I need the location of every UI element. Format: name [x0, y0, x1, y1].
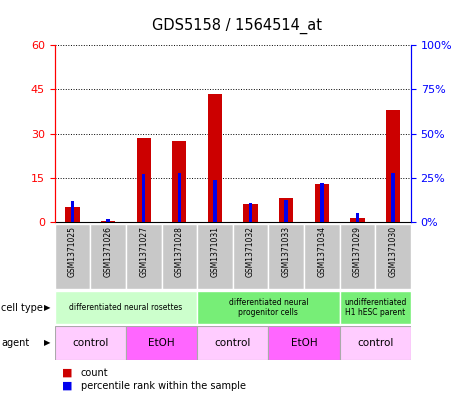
- Text: GSM1371027: GSM1371027: [139, 226, 148, 277]
- Bar: [268, 224, 304, 289]
- Bar: [126, 224, 162, 289]
- Text: ▶: ▶: [44, 303, 51, 312]
- Text: undifferentiated
H1 hESC parent: undifferentiated H1 hESC parent: [344, 298, 407, 317]
- Text: cell type: cell type: [1, 303, 43, 312]
- Text: EtOH: EtOH: [291, 338, 317, 348]
- Bar: [55, 224, 90, 289]
- Text: ■: ■: [62, 367, 72, 378]
- Text: GSM1371034: GSM1371034: [317, 226, 326, 277]
- Bar: [142, 174, 145, 222]
- Text: agent: agent: [1, 338, 29, 348]
- Text: differentiated neural rosettes: differentiated neural rosettes: [69, 303, 182, 312]
- Bar: [137, 138, 151, 222]
- Bar: [172, 141, 186, 222]
- Bar: [375, 224, 411, 289]
- Text: GSM1371031: GSM1371031: [210, 226, 219, 277]
- Text: GDS5158 / 1564514_at: GDS5158 / 1564514_at: [152, 18, 323, 34]
- Bar: [391, 173, 395, 222]
- Bar: [162, 224, 197, 289]
- Text: percentile rank within the sample: percentile rank within the sample: [81, 381, 246, 391]
- Text: ▶: ▶: [44, 338, 51, 347]
- Bar: [55, 326, 126, 360]
- Bar: [213, 180, 217, 222]
- Text: GSM1371029: GSM1371029: [353, 226, 362, 277]
- Text: GSM1371030: GSM1371030: [389, 226, 398, 277]
- Bar: [233, 224, 268, 289]
- Bar: [197, 291, 340, 324]
- Text: control: control: [215, 338, 251, 348]
- Bar: [126, 326, 197, 360]
- Bar: [340, 224, 375, 289]
- Text: GSM1371028: GSM1371028: [175, 226, 184, 277]
- Bar: [386, 110, 400, 222]
- Bar: [249, 203, 252, 222]
- Text: GSM1371026: GSM1371026: [104, 226, 113, 277]
- Bar: [268, 326, 340, 360]
- Bar: [208, 94, 222, 222]
- Bar: [304, 224, 340, 289]
- Text: GSM1371032: GSM1371032: [246, 226, 255, 277]
- Bar: [314, 184, 329, 222]
- Text: control: control: [357, 338, 393, 348]
- Bar: [101, 220, 115, 222]
- Bar: [320, 183, 323, 222]
- Text: ■: ■: [62, 381, 72, 391]
- Bar: [106, 219, 110, 222]
- Bar: [90, 224, 126, 289]
- Bar: [197, 326, 268, 360]
- Bar: [71, 201, 74, 222]
- Bar: [178, 173, 181, 222]
- Bar: [350, 218, 365, 222]
- Text: GSM1371033: GSM1371033: [282, 226, 291, 277]
- Text: control: control: [72, 338, 108, 348]
- Bar: [279, 198, 293, 222]
- Bar: [285, 200, 288, 222]
- Bar: [340, 326, 411, 360]
- Text: count: count: [81, 367, 108, 378]
- Bar: [55, 291, 197, 324]
- Bar: [340, 291, 411, 324]
- Bar: [197, 224, 233, 289]
- Text: EtOH: EtOH: [148, 338, 175, 348]
- Bar: [65, 207, 80, 222]
- Text: GSM1371025: GSM1371025: [68, 226, 77, 277]
- Bar: [243, 204, 257, 222]
- Bar: [356, 213, 359, 222]
- Text: differentiated neural
progenitor cells: differentiated neural progenitor cells: [228, 298, 308, 317]
